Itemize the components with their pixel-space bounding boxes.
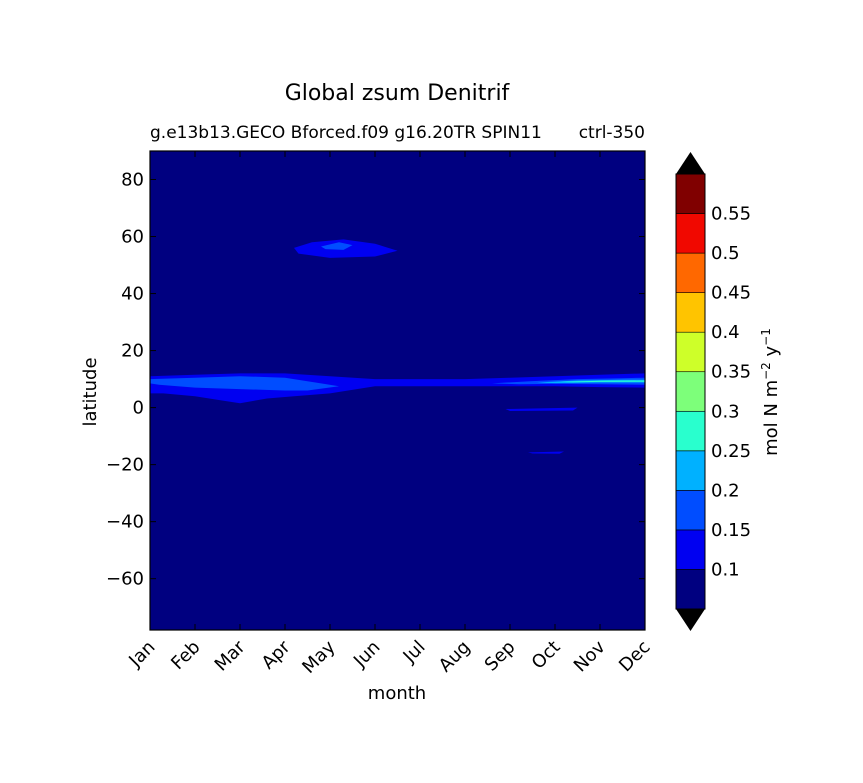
y-tick-label: 40 xyxy=(121,284,144,305)
x-tick-label: Sep xyxy=(481,637,520,676)
colorbar-segment xyxy=(675,292,706,333)
colorbar-label-main: mol N m xyxy=(761,380,782,456)
colorbar-tick-label: 0.45 xyxy=(711,283,751,304)
chart-subtitle-right: ctrl-350 xyxy=(579,123,645,143)
x-tick-label: Aug xyxy=(435,637,475,677)
x-tick-label: Dec xyxy=(615,637,654,676)
colorbar-tick-label: 0.35 xyxy=(711,362,751,383)
colorbar-label-sup1: −2 xyxy=(759,362,773,380)
colorbar-tick-label: 0.25 xyxy=(711,441,751,462)
colorbar-segment xyxy=(675,410,706,452)
y-tick-label: −60 xyxy=(106,569,144,590)
contour-region-1 xyxy=(150,376,339,391)
x-tick-label: May xyxy=(298,636,339,677)
colorbar-tick-label: 0.15 xyxy=(711,520,751,541)
contour-fields xyxy=(150,239,645,454)
x-tick-label: Oct xyxy=(528,637,565,674)
colorbar-segment xyxy=(675,450,706,491)
y-tick-label: 0 xyxy=(133,398,144,419)
x-tick-label: Jan xyxy=(124,637,159,672)
colorbar-extend-min xyxy=(676,609,705,631)
contour-region-8 xyxy=(528,451,564,454)
colorbar-tick-label: 0.4 xyxy=(711,322,740,343)
y-tick-label: 60 xyxy=(121,227,144,248)
colorbar-segment xyxy=(675,529,706,570)
contour-region-7 xyxy=(505,407,578,411)
y-tick-label: 80 xyxy=(121,170,144,191)
colorbar-segment xyxy=(675,213,706,254)
colorbar-tick-label: 0.1 xyxy=(711,559,740,580)
colorbar-frame xyxy=(675,173,706,610)
colorbar-extend-max xyxy=(676,152,705,174)
x-tick-label: Mar xyxy=(211,636,250,675)
x-tick-label: Jun xyxy=(349,637,384,672)
y-axis: 80 60 40 20 0 −20 −40 −60 xyxy=(106,170,645,590)
contour-region-6 xyxy=(321,242,353,250)
y-axis-label: latitude xyxy=(80,357,101,426)
colorbar-tick-label: 0.2 xyxy=(711,480,740,501)
y-tick-label: −40 xyxy=(106,512,144,533)
colorbar-segment xyxy=(675,371,706,412)
chart-subtitle-left: g.e13b13.GECO Bforced.f09 g16.20TR SPIN1… xyxy=(150,123,542,143)
colorbar-label: mol N m−2 y−1 xyxy=(759,328,782,456)
colorbar-label-sup2: −1 xyxy=(759,328,773,346)
colorbar: 0.1 0.15 0.2 0.25 0.3 0.35 0.4 0.45 0.5 0.55 xyxy=(675,152,751,631)
contour-region-4 xyxy=(559,380,645,383)
y-tick-label: 20 xyxy=(121,341,144,362)
colorbar-segment xyxy=(675,252,706,293)
plot-frame xyxy=(149,150,646,631)
x-tick-label: Nov xyxy=(570,636,610,676)
colorbar-segment xyxy=(675,331,706,373)
y-tick-label: −20 xyxy=(106,455,144,476)
x-tick-label: Apr xyxy=(258,636,295,673)
colorbar-segment xyxy=(675,569,706,610)
colorbar-tick-label: 0.3 xyxy=(711,401,740,422)
colorbar-tick-label: 0.55 xyxy=(711,204,751,225)
colorbar-segment xyxy=(675,490,706,531)
x-tick-label: Feb xyxy=(167,637,204,674)
x-axis-label: month xyxy=(368,683,426,704)
chart-title: Global zsum Denitrif xyxy=(285,81,511,106)
x-tick-label: Jul xyxy=(399,637,430,668)
colorbar-tick-label: 0.5 xyxy=(711,243,740,264)
colorbar-segment xyxy=(675,173,706,214)
colorbar-label-mid: y xyxy=(761,345,782,362)
